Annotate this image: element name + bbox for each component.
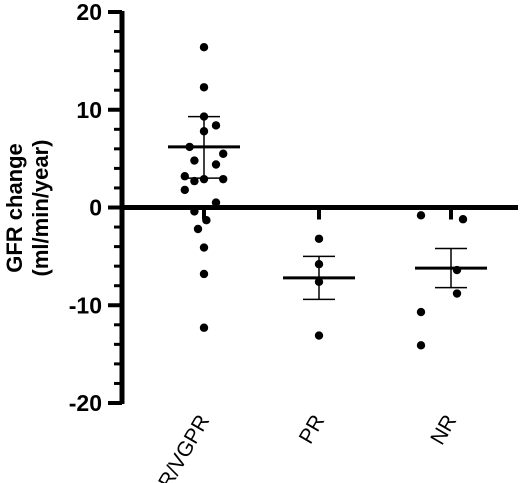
x-category-label: CR/VGPR bbox=[147, 411, 215, 483]
y-tick-label: -10 bbox=[69, 292, 102, 318]
x-category-label: PR bbox=[295, 411, 330, 448]
y-tick-label: 0 bbox=[89, 195, 102, 221]
data-point bbox=[458, 215, 468, 224]
zero-line bbox=[122, 205, 518, 220]
data-point bbox=[314, 234, 324, 243]
data-point bbox=[199, 323, 209, 332]
data-point bbox=[211, 121, 221, 130]
data-point bbox=[199, 174, 209, 184]
y-tick-label: 20 bbox=[76, 0, 102, 25]
data-point bbox=[180, 185, 189, 195]
data-point bbox=[219, 174, 228, 184]
data-point bbox=[219, 149, 228, 158]
y-axis-title-line2: (ml/min/year) bbox=[28, 140, 53, 277]
y-axis: -20 -10 0 10 20 bbox=[69, 0, 125, 416]
group-cr-vgpr bbox=[168, 42, 240, 332]
data-point bbox=[314, 331, 324, 340]
data-point bbox=[190, 156, 199, 165]
data-point bbox=[199, 83, 209, 92]
data-point bbox=[416, 341, 426, 350]
y-tick-label: -20 bbox=[69, 390, 102, 416]
data-point bbox=[202, 216, 211, 225]
data-point bbox=[199, 243, 209, 252]
data-point bbox=[452, 289, 462, 298]
group-nr bbox=[415, 211, 487, 350]
data-groups bbox=[168, 42, 487, 350]
y-axis-title-line1: GFR change bbox=[2, 143, 27, 273]
data-point bbox=[199, 269, 209, 279]
data-point bbox=[416, 211, 426, 220]
y-tick-label: 10 bbox=[76, 97, 102, 123]
data-point bbox=[180, 172, 189, 181]
data-point bbox=[199, 42, 209, 52]
data-point bbox=[416, 307, 426, 317]
group-pr bbox=[283, 234, 355, 340]
data-point bbox=[190, 207, 199, 216]
data-point bbox=[211, 160, 221, 169]
data-point bbox=[190, 176, 199, 186]
x-category-label: NR bbox=[426, 411, 461, 449]
category-labels: CR/VGPR PR NR bbox=[147, 411, 462, 483]
data-point bbox=[193, 224, 203, 234]
data-point bbox=[211, 198, 221, 207]
